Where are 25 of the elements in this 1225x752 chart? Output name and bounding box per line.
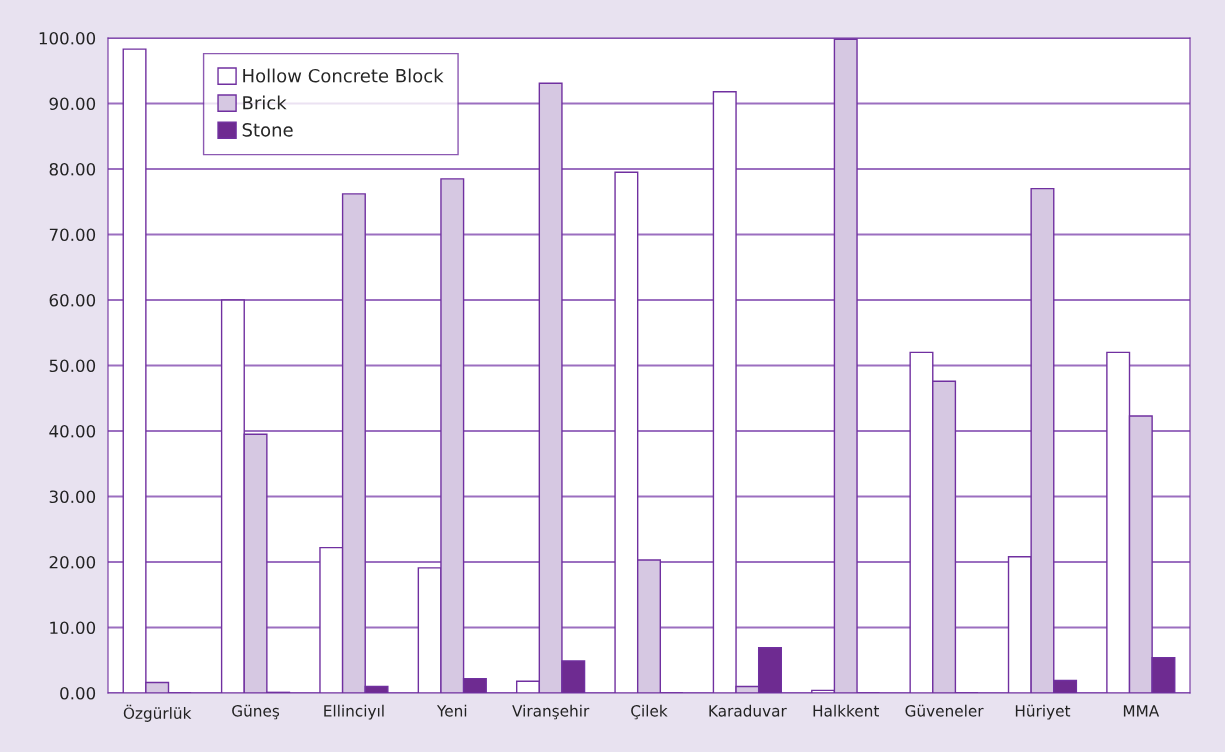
y-tick-label: 80.00 [49,162,96,176]
x-tick-label: Halkkent [813,704,880,717]
y-tick-label: 30.00 [49,490,96,504]
y-tick-label: 20.00 [49,555,96,569]
y-tick-label: 60.00 [49,293,96,307]
x-tick-label: Ellinciyıl [324,704,384,720]
x-tick-label: Yeni [436,704,467,717]
legend-label: Stone [242,122,293,137]
x-tick-label: Çilek [631,704,668,720]
y-tick-label: 40.00 [49,424,96,438]
x-tick-label: Güveneler [905,704,984,717]
y-tick-label: 10.00 [50,621,96,635]
y-tick-label: 100.00 [39,31,96,45]
y-tick-label: 0.00 [60,686,96,700]
x-tick-label: Güneş [232,704,280,720]
legend-label: Hollow Concrete Block [243,68,444,83]
y-tick-label: 50.00 [49,359,96,373]
y-tick-label: 70.00 [49,228,96,242]
x-tick-label: Özgürlük [123,704,192,722]
x-tick-label: Viranşehir [512,704,590,720]
y-tick-label: 90.00 [49,97,96,111]
x-tick-label: MMA [1123,705,1160,717]
x-tick-label: Hüriyet [1015,704,1071,720]
x-tick-label: Karaduvar [709,704,787,717]
legend-label: Brick [243,95,287,110]
